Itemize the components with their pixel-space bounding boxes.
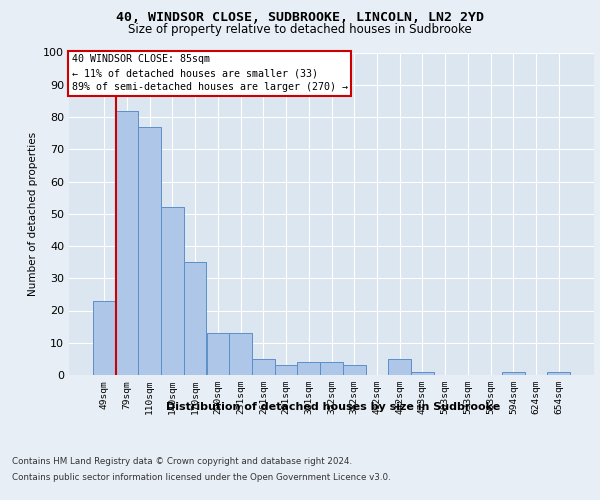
Bar — [184, 262, 206, 375]
Text: 40, WINDSOR CLOSE, SUDBROOKE, LINCOLN, LN2 2YD: 40, WINDSOR CLOSE, SUDBROOKE, LINCOLN, L… — [116, 11, 484, 24]
Text: Size of property relative to detached houses in Sudbrooke: Size of property relative to detached ho… — [128, 22, 472, 36]
Bar — [547, 372, 570, 375]
Bar — [411, 372, 434, 375]
Bar — [275, 366, 298, 375]
Bar — [320, 362, 343, 375]
Text: Distribution of detached houses by size in Sudbrooke: Distribution of detached houses by size … — [166, 402, 500, 412]
Bar — [502, 372, 524, 375]
Text: Contains public sector information licensed under the Open Government Licence v3: Contains public sector information licen… — [12, 472, 391, 482]
Bar — [93, 301, 116, 375]
Bar — [139, 126, 161, 375]
Bar — [298, 362, 320, 375]
Y-axis label: Number of detached properties: Number of detached properties — [28, 132, 38, 296]
Bar — [161, 208, 184, 375]
Bar — [252, 359, 275, 375]
Bar — [116, 110, 139, 375]
Bar — [343, 366, 365, 375]
Bar — [388, 359, 411, 375]
Text: Contains HM Land Registry data © Crown copyright and database right 2024.: Contains HM Land Registry data © Crown c… — [12, 458, 352, 466]
Bar — [206, 333, 229, 375]
Bar — [229, 333, 252, 375]
Text: 40 WINDSOR CLOSE: 85sqm
← 11% of detached houses are smaller (33)
89% of semi-de: 40 WINDSOR CLOSE: 85sqm ← 11% of detache… — [71, 54, 347, 92]
